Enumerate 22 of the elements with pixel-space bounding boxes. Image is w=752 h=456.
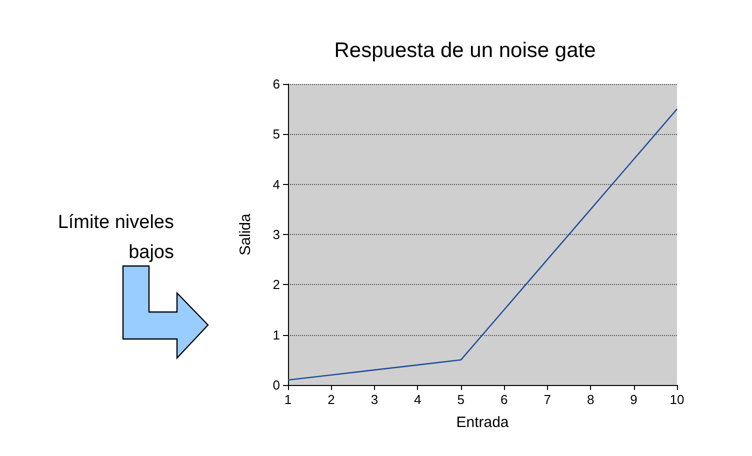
y-tick-label: 4 <box>272 176 280 192</box>
x-tick-label: 2 <box>328 392 335 407</box>
y-tick-label: 3 <box>272 227 280 242</box>
x-tick-label: 10 <box>670 392 684 407</box>
line-series <box>287 108 678 381</box>
y-tick-label: 1 <box>272 327 280 342</box>
y-tick-label: 0 <box>272 378 280 392</box>
x-tick-label: 8 <box>586 392 594 407</box>
x-tick-label: 6 <box>500 392 508 407</box>
x-axis-title: Entrada <box>456 414 510 431</box>
x-tick-label: 1 <box>284 392 292 407</box>
x-tick-label: 3 <box>370 392 378 407</box>
x-tick-label: 7 <box>544 392 551 407</box>
chart-title: Respuesta de un noise gate <box>334 39 596 62</box>
x-tick-label: 4 <box>414 392 422 407</box>
x-tick-label: 5 <box>457 392 465 407</box>
y-tick-label: 2 <box>272 277 280 292</box>
text: Límite niveles bajos <box>56 211 174 265</box>
y-tick-label: 6 <box>272 76 280 92</box>
x-tick-label: 9 <box>630 392 638 407</box>
y-axis-title: Salida <box>237 212 254 256</box>
y-tick-label: 5 <box>272 126 280 142</box>
